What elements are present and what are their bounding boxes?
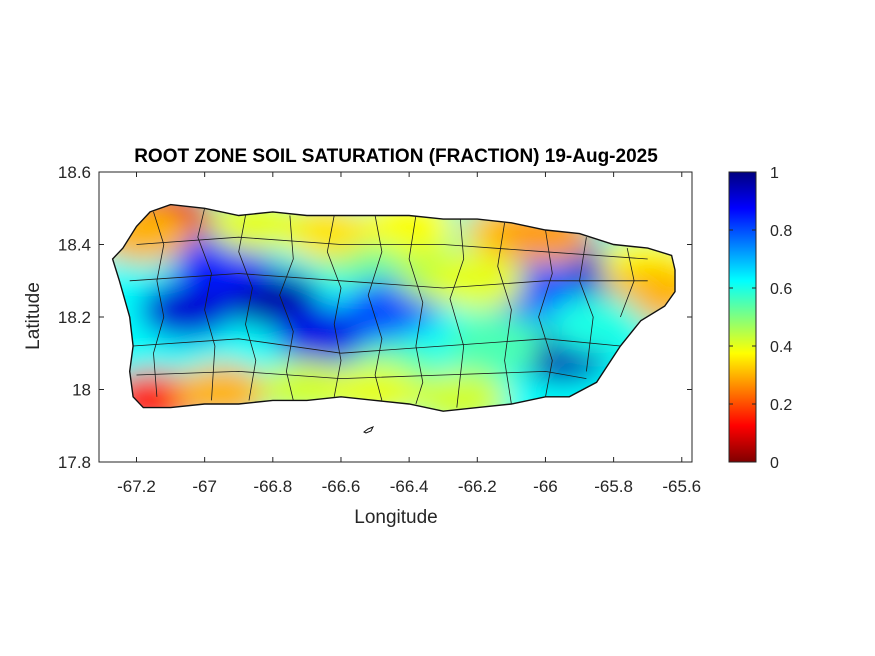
saturation-region bbox=[412, 370, 509, 412]
colorbar-tick-label: 0.8 bbox=[770, 223, 792, 240]
x-tick-label: -65.8 bbox=[594, 477, 633, 496]
municipal-boundary bbox=[129, 273, 648, 289]
x-tick-label: -66.6 bbox=[322, 477, 361, 496]
saturation-region bbox=[139, 279, 236, 340]
y-tick-label: 18.4 bbox=[58, 236, 91, 255]
saturation-region bbox=[446, 316, 543, 376]
municipal-boundary bbox=[136, 236, 648, 260]
y-tick-label: 18.2 bbox=[58, 308, 91, 327]
x-tick-label: -67.2 bbox=[117, 477, 156, 496]
saturation-region bbox=[548, 294, 645, 355]
municipal-boundary bbox=[136, 370, 587, 380]
x-tick-label: -67 bbox=[192, 477, 217, 496]
x-axis-label: Longitude bbox=[354, 507, 437, 528]
y-axis-label: Latitude bbox=[23, 282, 44, 350]
colorbar-tick-label: 1 bbox=[770, 165, 779, 182]
municipal-boundary bbox=[238, 215, 257, 401]
x-tick-label: -66.4 bbox=[390, 477, 429, 496]
colorbar-ticks: 0 0.2 0.4 0.6 0.8 1 bbox=[729, 165, 792, 472]
x-tick-label: -66 bbox=[533, 477, 558, 496]
x-tick-label: -66.8 bbox=[253, 477, 292, 496]
islet-outline bbox=[363, 426, 375, 434]
x-tick-label: -65.6 bbox=[662, 477, 701, 496]
y-tick-label: 17.8 bbox=[58, 453, 91, 472]
y-tick-label: 18 bbox=[72, 381, 91, 400]
municipal-boundary bbox=[497, 222, 512, 405]
colorbar-tick-label: 0.6 bbox=[770, 281, 792, 298]
municipal-boundary bbox=[367, 215, 383, 401]
chart-title: ROOT ZONE SOIL SATURATION (FRACTION) 19-… bbox=[134, 146, 658, 167]
x-axis: -67.2 -67 -66.8 -66.6 -66.4 -66.2 -66 -65.8 -65.… bbox=[117, 172, 701, 496]
municipal-boundary bbox=[197, 208, 216, 401]
island-outline bbox=[111, 203, 676, 412]
y-tick-label: 18.6 bbox=[58, 163, 91, 182]
colorbar bbox=[728, 171, 757, 463]
municipal-boundary bbox=[579, 237, 594, 372]
municipal-boundary bbox=[279, 215, 294, 401]
y-axis: 17.8 18 18.2 18.4 18.6 bbox=[58, 163, 692, 472]
x-tick-label: -66.2 bbox=[458, 477, 497, 496]
municipal-boundaries bbox=[129, 208, 648, 408]
colorbar-tick-label: 0.4 bbox=[770, 339, 792, 356]
saturation-region bbox=[429, 250, 526, 311]
colorbar-tick-label: 0 bbox=[770, 455, 779, 472]
municipal-boundary bbox=[326, 215, 342, 397]
colorbar-tick-label: 0.2 bbox=[770, 397, 792, 414]
municipal-boundary bbox=[408, 215, 424, 405]
municipal-boundary bbox=[133, 338, 621, 354]
municipal-boundary bbox=[153, 211, 165, 397]
